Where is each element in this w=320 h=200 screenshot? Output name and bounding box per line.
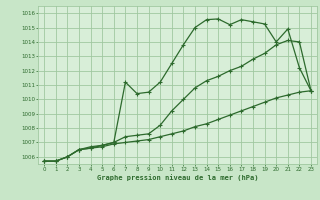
X-axis label: Graphe pression niveau de la mer (hPa): Graphe pression niveau de la mer (hPa) xyxy=(97,174,258,181)
